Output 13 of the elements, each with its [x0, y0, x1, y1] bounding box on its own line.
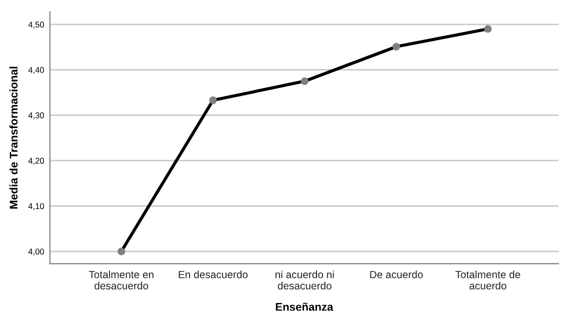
- x-tick-label: En desacuerdo: [178, 270, 248, 278]
- y-tick-label: 4,50: [28, 22, 44, 29]
- x-tick-label: Totalmente en desacuerdo: [88, 270, 154, 290]
- y-tick-label: 4,00: [28, 248, 44, 256]
- y-tick-label: 4,20: [28, 158, 44, 165]
- x-tick-label: ni acuerdo ni desacuerdo: [276, 270, 334, 290]
- y-axis-title: Media de Transformacional: [9, 66, 18, 209]
- x-axis-title: Enseñanza: [276, 302, 334, 311]
- x-tick-label: De acuerdo: [370, 270, 423, 278]
- y-tick-label: 4,10: [28, 203, 44, 210]
- y-tick-label: 4,30: [28, 112, 44, 120]
- y-tick-label: 4,40: [28, 67, 44, 74]
- x-tick-label: Totalmente de acuerdo: [455, 270, 520, 290]
